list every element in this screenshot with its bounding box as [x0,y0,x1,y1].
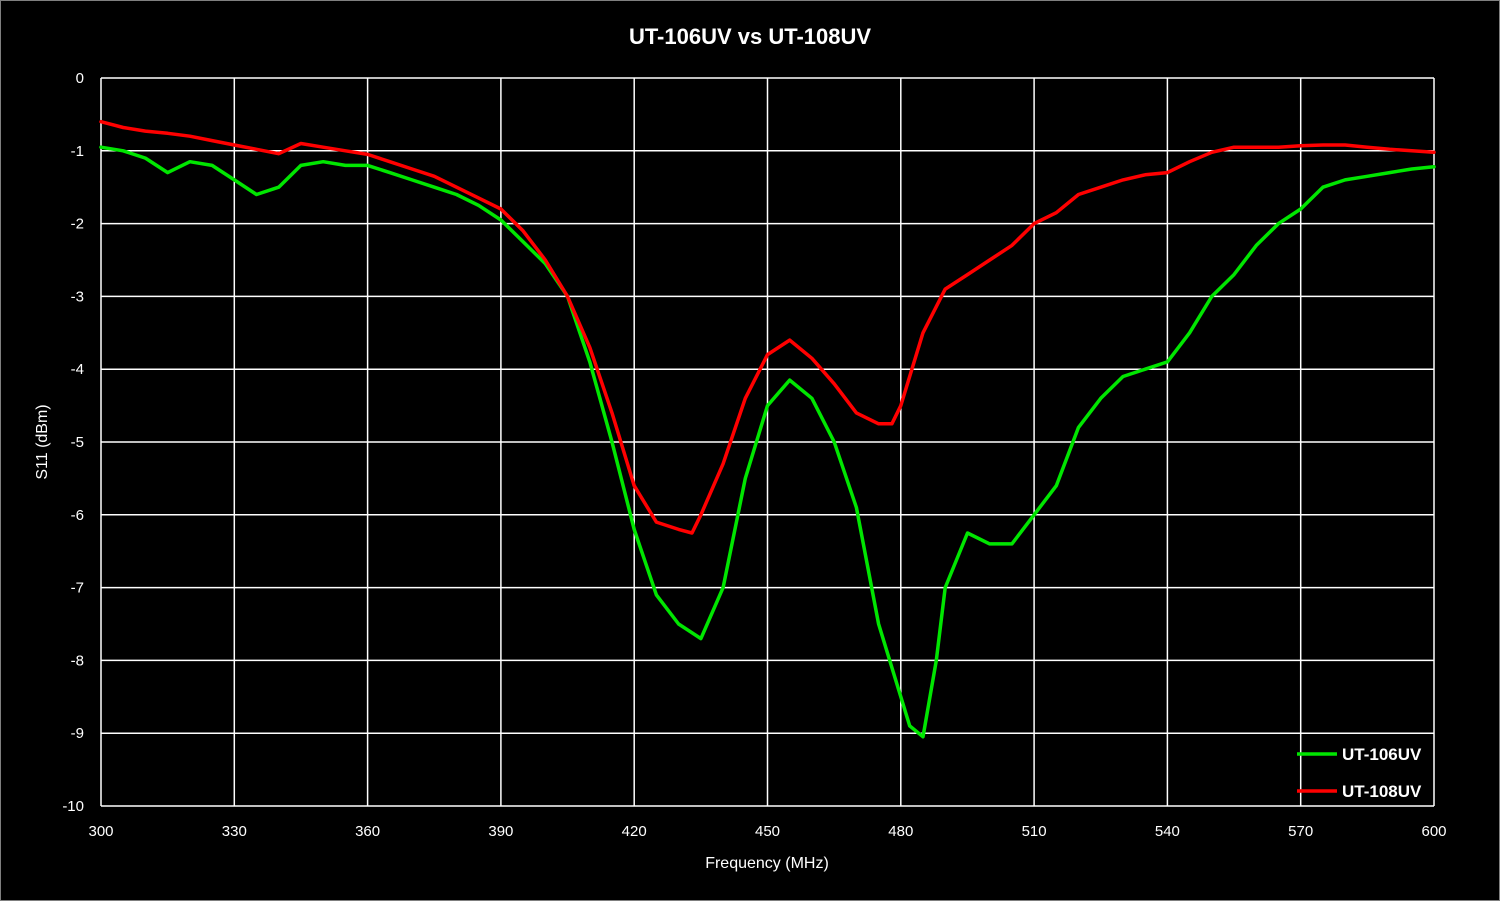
legend: UT-106UV UT-108UV [1297,745,1422,801]
y-tick-label: -2 [71,216,84,233]
x-tick-label: 510 [1022,823,1047,840]
chart-title: UT-106UV vs UT-108UV [629,24,871,49]
series-line-2 [99,119,1436,535]
x-tick-label: 300 [88,823,113,840]
x-tick-label: 450 [755,823,780,840]
x-tick-label: 570 [1288,823,1313,840]
x-tick-label: 390 [488,823,513,840]
y-tick-label: -5 [71,434,84,451]
x-axis-ticks: 300 330 360 390 420 450 480 510 540 570 600 [88,823,1446,840]
y-axis-ticks: 0 -1 -2 -3 -4 -5 -6 -7 -8 -9 -10 [62,70,84,815]
y-tick-label: -8 [71,652,84,669]
y-tick-label: -6 [71,507,84,524]
x-tick-label: 330 [222,823,247,840]
legend-label-1: UT-106UV [1342,745,1422,764]
x-tick-label: 360 [355,823,380,840]
y-tick-label: -9 [71,725,84,742]
y-tick-label: -1 [71,143,84,160]
y-tick-label: -3 [71,288,84,305]
x-tick-label: 600 [1421,823,1446,840]
x-tick-label: 480 [888,823,913,840]
y-tick-label: -4 [71,361,84,378]
x-tick-label: 420 [622,823,647,840]
y-tick-label: -10 [62,798,84,815]
x-tick-label: 540 [1155,823,1180,840]
y-tick-label: -7 [71,580,84,597]
y-tick-label: 0 [76,70,84,87]
x-axis-title: Frequency (MHz) [705,855,829,872]
y-axis-title: S11 (dBm) [34,404,51,479]
series-layer [99,119,1436,739]
series-line-1 [99,145,1436,739]
legend-label-2: UT-108UV [1342,782,1422,801]
